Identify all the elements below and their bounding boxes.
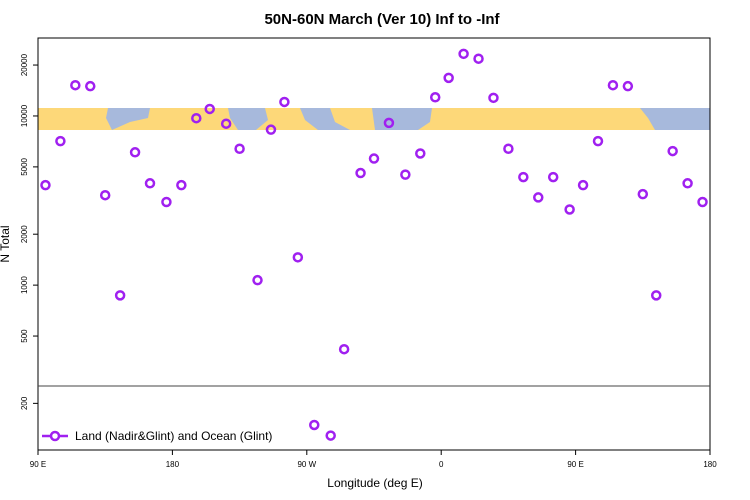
point [518,171,529,183]
point [85,80,96,92]
point [577,179,589,191]
point [204,103,215,115]
point [650,290,662,301]
ocean [228,108,268,130]
x-tick-label: 180 [166,460,180,469]
point [429,92,441,103]
x-tick-label: 0 [439,460,444,469]
point [176,179,187,191]
x-tick-label: 90 W [297,460,316,469]
point [220,118,232,129]
point [234,143,245,155]
y-tick-label: 1000 [20,276,29,294]
point [355,167,366,179]
point [503,143,514,155]
point [368,153,380,164]
point [488,92,499,104]
point [325,430,336,441]
point [400,169,411,180]
point [697,196,708,208]
point [473,53,484,64]
ocean [300,108,350,130]
map-band [38,108,710,130]
ocean [640,108,710,130]
legend-marker [49,430,61,442]
y-tick-label: 2000 [20,225,29,243]
point [55,135,66,147]
point [114,290,126,301]
point [383,117,395,129]
point [99,189,111,201]
point [415,148,426,159]
x-axis-label: Longitude (deg E) [327,476,422,490]
y-tick-label: 20000 [20,53,29,76]
point [252,274,263,286]
point [533,192,544,203]
point [338,343,350,355]
point [161,196,172,208]
point [191,112,202,124]
y-tick-label: 5000 [20,157,29,175]
point [547,171,559,183]
point [144,178,156,189]
x-tick-label: 90 E [567,460,583,469]
chart-title: 50N-60N March (Ver 10) Inf to -Inf [264,11,500,28]
point [443,72,454,84]
point [129,147,141,158]
ocean [106,108,150,130]
point [607,79,619,91]
x-tick-label: 180 [703,460,717,469]
point [40,179,51,191]
point [592,135,604,147]
point [682,178,693,189]
point [637,188,649,200]
point [667,145,678,157]
legend-label: Land (Nadir&Glint) and Ocean (Glint) [75,429,272,443]
ocean [372,108,432,130]
point [458,48,469,60]
y-tick-label: 500 [20,329,29,343]
y-axis-label: N Total [0,225,12,262]
point [265,124,277,135]
point [622,80,634,92]
point [564,204,575,215]
point [309,419,320,431]
y-tick-label: 200 [20,396,29,410]
point [292,252,304,263]
plot-frame [37,37,711,451]
y-tick-label: 10000 [20,104,29,127]
point [70,79,81,91]
x-tick-label: 90 E [30,460,46,469]
point [279,96,290,108]
